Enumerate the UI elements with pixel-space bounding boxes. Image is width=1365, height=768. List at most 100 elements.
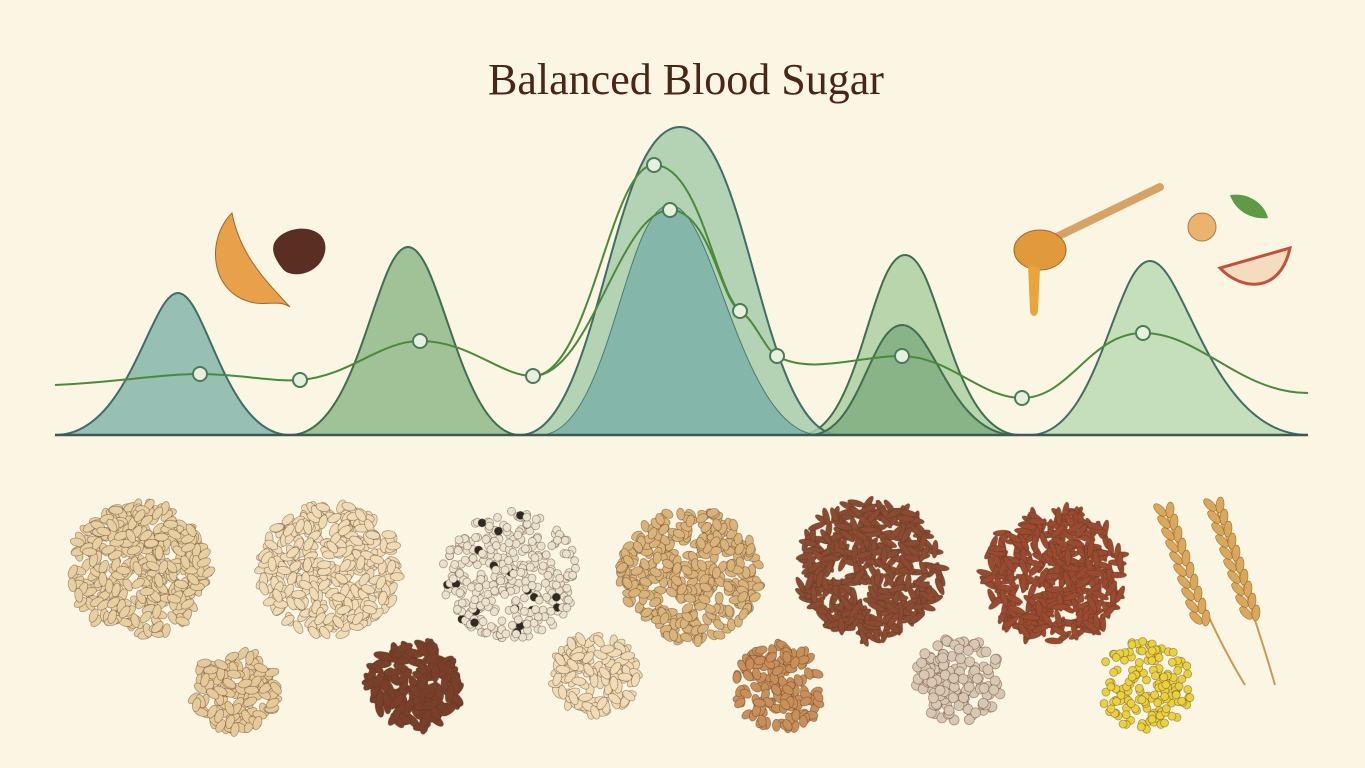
grains — [67, 495, 1276, 737]
grain — [104, 578, 114, 594]
grain — [314, 612, 326, 626]
grain — [167, 529, 182, 540]
grain — [1055, 506, 1063, 526]
grain — [167, 611, 179, 625]
grain — [477, 549, 487, 558]
grain — [96, 526, 111, 537]
grain — [880, 546, 888, 566]
grain — [143, 538, 159, 548]
grain — [381, 530, 397, 540]
peak-inner — [809, 323, 1016, 436]
grain — [154, 573, 164, 588]
grain — [130, 613, 140, 628]
point — [192, 366, 208, 382]
grain — [507, 506, 516, 516]
grain — [837, 616, 845, 636]
grain — [527, 537, 537, 546]
grain — [185, 523, 197, 538]
point — [646, 157, 662, 173]
fruit — [1187, 212, 1217, 242]
grain — [151, 621, 164, 634]
grain — [356, 555, 366, 571]
grain — [286, 546, 300, 559]
peak — [1029, 259, 1309, 436]
grain — [350, 584, 361, 599]
grain — [386, 541, 401, 551]
grain — [316, 560, 332, 570]
grain — [133, 509, 146, 523]
grain — [1121, 710, 1131, 720]
grain — [175, 616, 190, 627]
point — [412, 333, 428, 349]
grain — [140, 514, 154, 527]
grain — [154, 545, 164, 561]
point — [769, 348, 785, 364]
grain — [302, 557, 312, 573]
grain — [303, 520, 313, 535]
point — [732, 303, 748, 319]
grain — [339, 559, 351, 572]
grain — [772, 718, 781, 732]
grain — [276, 565, 292, 576]
grain — [326, 540, 339, 554]
point — [292, 372, 308, 388]
grain — [181, 542, 196, 553]
grain — [977, 697, 989, 709]
grain — [375, 575, 387, 590]
grain — [152, 506, 164, 520]
grain — [354, 508, 367, 522]
honey-dipper — [1013, 229, 1067, 271]
grain — [106, 518, 118, 533]
grain — [531, 605, 540, 614]
grain — [502, 523, 512, 532]
grain — [520, 593, 529, 603]
grain — [335, 629, 350, 639]
grain — [139, 610, 152, 624]
grain — [541, 550, 551, 560]
grain — [358, 573, 370, 587]
grain — [1050, 603, 1070, 611]
grain — [386, 559, 397, 575]
grain — [166, 594, 182, 604]
grain — [74, 587, 84, 603]
grain — [926, 677, 938, 688]
grain — [158, 560, 169, 575]
grain — [163, 519, 179, 529]
grain — [186, 573, 200, 586]
grain — [987, 545, 1007, 553]
grain — [272, 588, 283, 603]
grain — [349, 535, 364, 547]
grain — [472, 560, 482, 570]
grain — [1027, 518, 1047, 525]
grain — [527, 581, 537, 590]
grain — [132, 561, 143, 576]
grain — [360, 584, 376, 594]
grain — [111, 582, 121, 598]
grain — [290, 589, 306, 599]
grain — [338, 525, 352, 537]
leaf — [1230, 194, 1268, 219]
grain — [264, 539, 279, 551]
points — [192, 157, 1151, 406]
grain — [308, 626, 320, 639]
grain — [308, 586, 319, 601]
grain — [303, 537, 314, 551]
grain — [293, 597, 306, 611]
grain — [131, 577, 145, 589]
grain — [180, 534, 196, 544]
nut — [273, 228, 326, 275]
grain — [858, 526, 878, 534]
grain — [108, 505, 124, 515]
grain — [269, 523, 284, 533]
grain — [953, 643, 965, 655]
grain — [386, 594, 398, 608]
grain — [315, 502, 331, 512]
grain — [955, 653, 966, 665]
grain — [438, 559, 448, 569]
grain — [332, 615, 344, 629]
grain — [457, 598, 467, 608]
grain — [352, 612, 364, 626]
grain — [504, 538, 514, 548]
grain — [173, 579, 189, 589]
